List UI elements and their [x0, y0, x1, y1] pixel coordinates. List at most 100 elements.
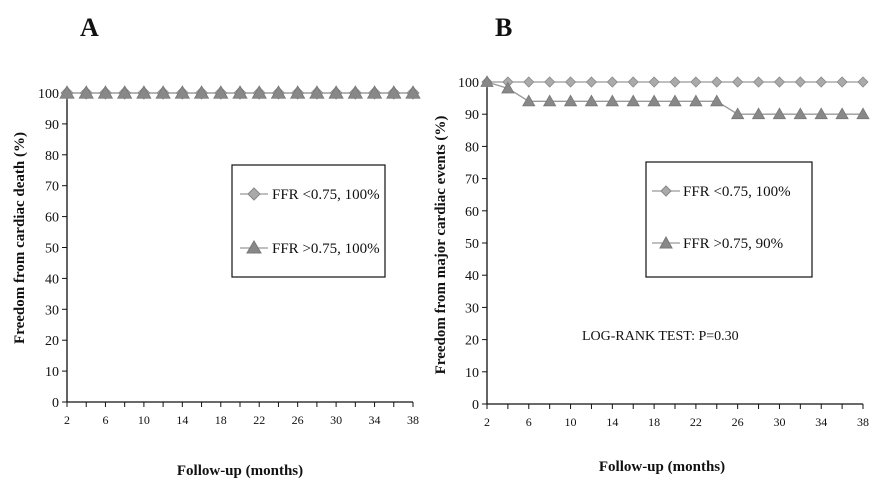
- legend-label-b-1: FFR >0.75, 90%: [683, 236, 783, 252]
- x-tick-label: 38: [407, 413, 419, 427]
- triangle-point: [251, 85, 267, 99]
- y-tick-label: 0: [52, 396, 59, 411]
- diamond-point: [857, 76, 869, 88]
- y-tick-label: 50: [45, 242, 59, 257]
- triangle-point: [270, 85, 287, 99]
- y-tick-label: 80: [45, 149, 59, 164]
- triangle-point: [772, 107, 787, 120]
- x-tick-label: 14: [176, 413, 188, 427]
- y-axis-title-a: Freedom from cardiac death (%): [12, 132, 28, 344]
- diamond-point: [773, 76, 786, 88]
- y-tick-label: 20: [465, 334, 479, 349]
- y-tick-label: 30: [465, 301, 479, 316]
- x-tick-label: 2: [484, 415, 490, 429]
- y-tick-label: 80: [465, 140, 479, 155]
- y-tick-label: 10: [465, 366, 479, 381]
- triangle-point: [347, 85, 364, 99]
- triangle-point: [386, 85, 402, 99]
- x-tick-label: 6: [102, 413, 108, 427]
- triangle-point: [793, 107, 808, 120]
- diamond-point: [648, 76, 660, 88]
- triangle-point: [405, 85, 421, 99]
- triangle-point: [647, 94, 661, 107]
- x-tick-label: 26: [292, 413, 304, 427]
- triangle-point: [668, 94, 682, 107]
- x-tick-label: 18: [648, 415, 660, 429]
- triangle-point: [309, 85, 325, 99]
- y-tick-label: 90: [45, 118, 59, 133]
- legend-diamond-marker-a: [247, 187, 261, 201]
- triangle-point: [78, 85, 94, 99]
- panel-letter-b: B: [495, 13, 512, 42]
- legend-diamond-marker-b: [660, 185, 672, 197]
- legend-label-b-0: FFR <0.75, 100%: [683, 184, 791, 200]
- triangle-point: [116, 85, 133, 99]
- x-tick-label: 10: [565, 415, 577, 429]
- diamond-point: [544, 76, 556, 88]
- y-tick-label: 30: [45, 303, 59, 318]
- triangle-point: [835, 107, 849, 120]
- triangle-point: [213, 85, 229, 99]
- y-tick-label: 50: [465, 237, 479, 252]
- x-axis-title-a: Follow-up (months): [177, 463, 303, 479]
- diamond-point: [690, 76, 702, 88]
- diamond-point: [836, 76, 848, 88]
- diamond-point: [752, 76, 765, 88]
- triangle-point: [522, 94, 536, 107]
- triangle-point: [605, 94, 620, 107]
- triangle-point: [814, 107, 828, 120]
- triangle-point: [136, 85, 152, 99]
- y-axis-title-b: Freedom from major cardiac events (%): [433, 116, 449, 375]
- x-tick-label: 10: [138, 413, 150, 427]
- legend-triangle-marker-b: [659, 235, 673, 249]
- triangle-point: [542, 94, 557, 107]
- y-tick-label: 10: [45, 365, 59, 380]
- triangle-point: [193, 85, 210, 99]
- diamond-point: [564, 76, 577, 88]
- triangle-point: [501, 81, 515, 94]
- triangle-point: [856, 107, 870, 120]
- y-tick-label: 40: [465, 269, 479, 284]
- triangle-point: [155, 85, 171, 99]
- diamond-point: [585, 76, 598, 88]
- legend-b: FFR <0.75, 100% FFR >0.75, 90%: [645, 161, 813, 278]
- triangle-point: [730, 107, 745, 120]
- x-tick-label: 26: [732, 415, 744, 429]
- triangle-point: [563, 94, 578, 107]
- legend-box-b: [645, 161, 813, 278]
- y-tick-label: 0: [472, 398, 479, 413]
- triangle-point: [174, 85, 191, 99]
- y-tick-label: 100: [458, 76, 479, 91]
- legend-triangle-marker-a: [246, 240, 262, 254]
- x-axis-title-b: Follow-up (months): [599, 459, 725, 475]
- diamond-point: [815, 76, 827, 88]
- y-tick-label: 60: [45, 211, 59, 226]
- x-tick-label: 30: [773, 415, 785, 429]
- diamond-point: [523, 76, 535, 88]
- x-tick-label: 18: [215, 413, 227, 427]
- diamond-point: [606, 76, 618, 88]
- diamond-point: [627, 76, 639, 88]
- triangle-point: [751, 107, 766, 120]
- diamond-point: [794, 76, 806, 88]
- y-tick-label: 40: [45, 272, 59, 287]
- triangle-point: [584, 94, 599, 107]
- triangle-point: [710, 94, 724, 107]
- legend-label-a-1: FFR >0.75, 100%: [272, 241, 380, 257]
- x-tick-label: 30: [330, 413, 342, 427]
- x-tick-label: 38: [857, 415, 869, 429]
- x-tick-label: 22: [690, 415, 702, 429]
- diamond-point: [732, 76, 744, 88]
- y-tick-label: 70: [465, 173, 479, 188]
- x-tick-label: 34: [369, 413, 381, 427]
- y-tick-label: 20: [45, 334, 59, 349]
- legend-label-a-0: FFR <0.75, 100%: [272, 187, 380, 203]
- x-tick-label: 6: [526, 415, 532, 429]
- x-tick-label: 22: [253, 413, 265, 427]
- x-tick-label: 2: [64, 413, 70, 427]
- diamond-point: [669, 76, 681, 88]
- triangle-point: [232, 85, 248, 99]
